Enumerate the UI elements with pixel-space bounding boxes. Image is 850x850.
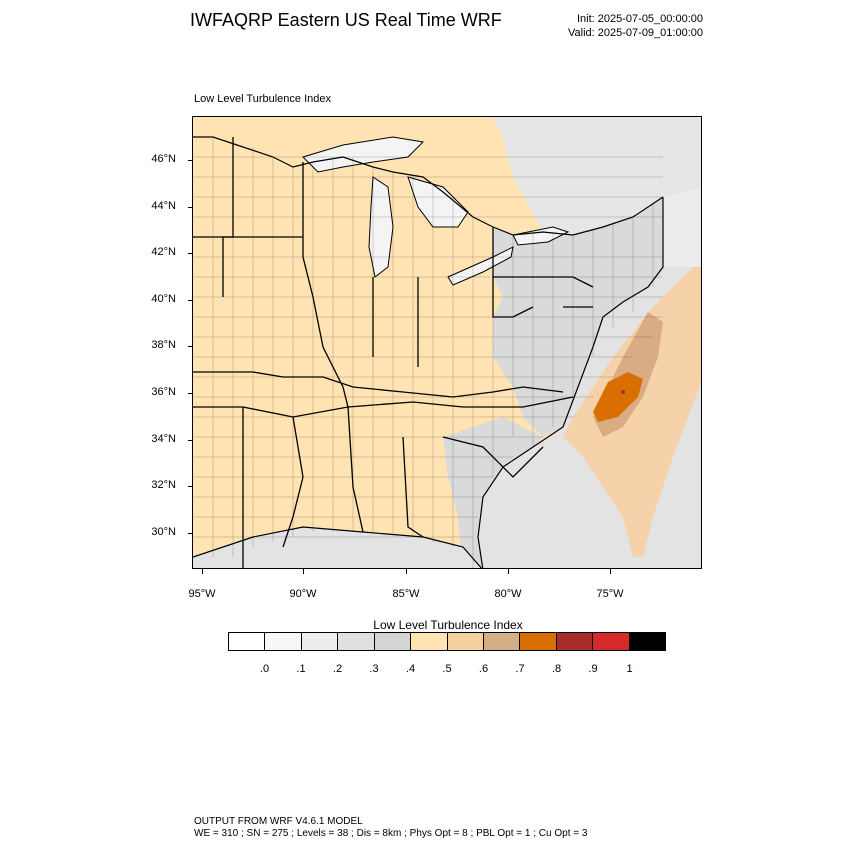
plume-peak	[621, 390, 625, 394]
lon-tick	[508, 569, 509, 574]
colorbar-cell	[447, 633, 484, 650]
lake-michigan	[368, 176, 394, 278]
colorbar-cell	[520, 633, 557, 650]
lat-tick	[188, 393, 193, 394]
colorbar	[228, 632, 666, 651]
lat-tick	[188, 532, 193, 534]
colorbar-label: .5	[442, 663, 452, 675]
lon-tick	[406, 569, 407, 574]
colorbar-label: 1	[626, 663, 633, 675]
lat-tick	[188, 206, 193, 208]
gulf-water	[193, 527, 482, 568]
panel-label: Low Level Turbulence Index	[194, 93, 331, 105]
colorbar-cell	[593, 633, 630, 650]
lat-label: 40°N	[151, 292, 176, 305]
lat-label: 34°N	[151, 432, 176, 445]
lat-label: 44°N	[151, 199, 176, 212]
lon-label: 75°W	[596, 588, 624, 600]
colorbar-label: .9	[588, 663, 598, 675]
colorbar-label: .0	[259, 663, 270, 675]
lon-label: 95°W	[188, 588, 216, 600]
colorbar-cell	[629, 633, 666, 650]
lat-label: 38°N	[151, 339, 176, 352]
colorbar-label: .6	[478, 663, 489, 675]
colorbar-label: .8	[551, 663, 562, 675]
colorbar-cell	[374, 633, 412, 650]
canada-gray	[493, 117, 701, 235]
colorbar-label: .2	[332, 663, 343, 675]
map-title: IWFAQRP Eastern US Real Time WRF	[190, 10, 502, 30]
lat-label: 36°N	[151, 386, 176, 398]
lon-label: 80°W	[494, 588, 522, 600]
gulf-coastline	[193, 526, 483, 568]
lake-ontario	[512, 226, 570, 246]
lat-label: 46°N	[151, 153, 176, 165]
colorbar-cell	[483, 633, 521, 650]
colorbar-label: .4	[405, 663, 416, 675]
lat-tick	[188, 439, 193, 441]
colorbar-cell	[411, 633, 448, 650]
turbulence-map	[193, 117, 701, 568]
southeast-gray	[443, 417, 543, 568]
colorbar-label: .7	[515, 663, 525, 675]
county-lines	[193, 137, 663, 568]
coastline	[477, 197, 664, 568]
lat-tick	[188, 299, 193, 301]
colorbar-cell	[229, 633, 266, 650]
colorbar-label: .3	[369, 663, 379, 675]
colorbar-label: .1	[296, 663, 306, 675]
lat-tick	[188, 486, 193, 488]
valid-time: Valid: 2025-07-09_01:00:00	[568, 27, 703, 39]
lon-label: 90°W	[289, 588, 317, 600]
footer-model: OUTPUT FROM WRF V4.6.1 MODEL	[194, 816, 363, 827]
lon-label: 85°W	[392, 588, 420, 600]
plume-core	[593, 372, 643, 422]
lon-tick	[610, 569, 611, 574]
lat-label: 32°N	[151, 479, 176, 492]
colorbar-cell	[265, 633, 302, 650]
map-panel	[192, 116, 702, 569]
lat-tick	[188, 346, 193, 348]
lat-tick	[188, 253, 193, 255]
colorbar-cell	[338, 633, 375, 650]
lat-tick	[188, 160, 193, 161]
colorbar-cell	[301, 633, 339, 650]
lon-tick	[303, 569, 304, 574]
colorbar-cell	[556, 633, 594, 650]
border-coastline	[193, 136, 664, 236]
colorbar-title: Low Level Turbulence Index	[373, 618, 523, 632]
footer-config: WE = 310 ; SN = 275 ; Levels = 38 ; Dis …	[194, 828, 588, 839]
lat-label: 30°N	[151, 525, 176, 538]
lon-tick	[202, 569, 203, 574]
lat-label: 42°N	[151, 246, 176, 259]
init-time: Init: 2025-07-05_00:00:00	[577, 13, 703, 25]
